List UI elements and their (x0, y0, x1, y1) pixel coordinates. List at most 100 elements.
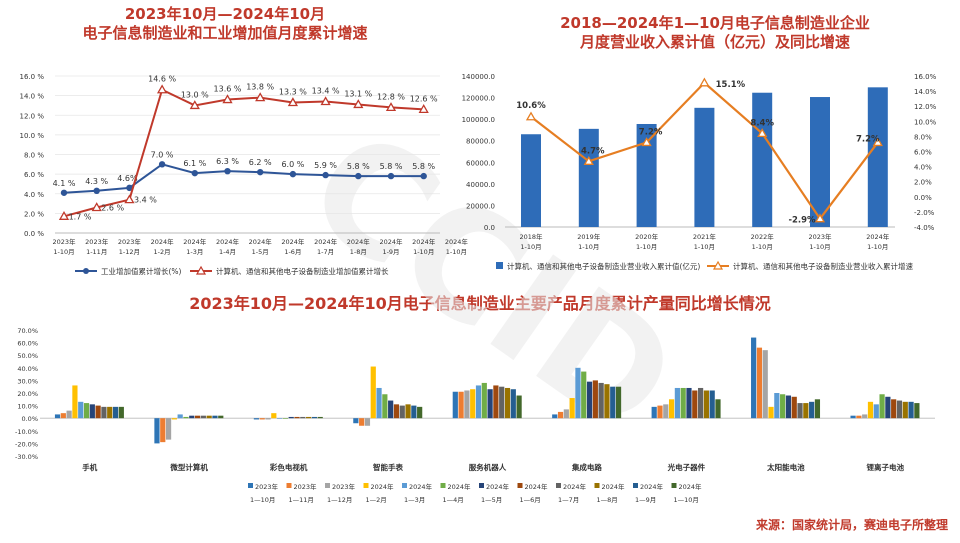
chart3-bar (803, 403, 809, 419)
chart3-legend-month: 1—3月 (404, 496, 425, 504)
chart3-category-label: 锂离子电池 (867, 462, 905, 472)
chart1-series-line-1 (63, 88, 424, 218)
chart1-point-blue (289, 170, 297, 178)
chart1-data-label: 13.0 % (181, 90, 209, 99)
chart2-right-tick: 16.0% (914, 73, 937, 81)
chart3-bar (581, 371, 587, 419)
chart3-bar (200, 415, 206, 419)
chart3-legend-swatch (440, 483, 446, 488)
chart1-point-blue (93, 187, 100, 195)
chart3-category-label: 微型计算机 (169, 462, 208, 472)
chart1-data-label: 7.0 % (151, 150, 174, 159)
chart2-growth-marker (814, 213, 826, 223)
chart3-bar (206, 415, 212, 419)
chart3-bar (277, 418, 283, 419)
chart2-data-label: 4.7% (581, 146, 605, 156)
chart2-data-label: 7.2% (639, 127, 663, 137)
chart3-bar (780, 394, 786, 419)
chart2-growth-marker (525, 111, 537, 121)
chart2-right-tick: 12.0% (914, 103, 937, 111)
chart1-x-tick-month: 1-10月 (446, 248, 467, 256)
chart2-right-tick: 4.0% (914, 164, 932, 172)
chart3-legend-swatch (325, 483, 330, 488)
chart1-x-tick-year: 2023年 (52, 237, 76, 246)
chart3-bar (282, 418, 289, 419)
chart3-category-label: 光电子器件 (667, 462, 706, 472)
chart3-bar (557, 411, 564, 419)
chart3-bar (615, 386, 622, 419)
chart3-legend-month: 1—9月 (635, 496, 656, 504)
chart3-bar (873, 404, 879, 419)
chart3-legend-swatch (479, 483, 484, 488)
chart3-bar (177, 414, 183, 419)
chart1-data-label: 5.8 % (380, 162, 403, 171)
chart3-bar (265, 418, 271, 420)
chart2-left-tick: 20000.0 (466, 202, 495, 210)
chart3-bar (563, 409, 569, 419)
chart3-legend-month: 1—5月 (481, 496, 502, 504)
chart1-x-tick-year: 2024年 (151, 237, 175, 246)
chart3-bar (680, 387, 686, 419)
chart1-legend-label: 计算机、通信和其他电子设备制造业增加值累计增长 (216, 266, 389, 276)
chart2-legend-label: 计算机、通信和其他电子设备制造业营业收入累计值(亿元) (507, 261, 700, 271)
chart3-category-label: 集成电路 (571, 462, 602, 472)
chart3-bar (552, 414, 558, 419)
chart1-y-tick: 16.0 % (20, 73, 45, 81)
chart2-left-tick: 60000.0 (466, 159, 495, 167)
chart3-bar (586, 381, 593, 419)
chart2-bar (752, 92, 773, 227)
chart1-point-red (189, 100, 200, 110)
chart1-x-tick-month: 1-8月 (350, 248, 367, 256)
chart2-x-tick-month: 1-10月 (578, 243, 599, 251)
chart3-bar (154, 418, 160, 444)
chart3-bar (785, 395, 792, 419)
chart2-bar (810, 97, 830, 228)
chart1-x-tick-year: 2024年 (314, 237, 338, 246)
chart2-right-tick: -4.0% (914, 224, 935, 232)
chart3-category-label: 服务机器人 (469, 462, 507, 472)
chart1-point-blue (322, 171, 329, 179)
chart3-legend-year: 2024年 (409, 482, 433, 491)
chart3-bar (107, 406, 113, 419)
chart2-x-tick-year: 2022年 (751, 232, 775, 241)
chart2-x-tick-year: 2024年 (866, 232, 890, 241)
chart2-x-tick-year: 2019年 (577, 232, 601, 241)
chart2-x-tick-month: 1-10月 (867, 243, 888, 251)
chart1-data-label: 13.6 % (214, 85, 242, 94)
chart3-bar (797, 403, 803, 419)
chart3-y-tick: 50.0% (17, 352, 38, 360)
chart1-x-tick-year: 2024年 (249, 237, 273, 246)
chart3-legend-month: 1—6月 (520, 496, 541, 504)
chart3-legend-swatch (594, 483, 600, 488)
chart3-y-tick: 20.0% (17, 390, 38, 398)
chart1-x-tick-month: 1-11月 (86, 248, 107, 256)
chart3-bar (751, 337, 757, 419)
chart3-legend-swatch (633, 483, 638, 488)
chart2-x-tick-month: 1-10月 (520, 243, 541, 251)
chart1-x-tick-month: 1-12月 (119, 248, 140, 256)
chart1-x-tick-year: 2024年 (445, 237, 469, 246)
chart1-data-label: 2.6 % (101, 203, 124, 212)
chart3-legend-swatch (363, 483, 369, 488)
chart1-data-label: 13.4 % (312, 87, 340, 96)
chart2-left-tick: 40000.0 (466, 181, 495, 189)
chart2-right-tick: 14.0% (914, 88, 937, 96)
chart1-title-line2: 电子信息制造业和工业增加值月度累计增速 (82, 24, 368, 42)
chart3-legend-swatch (248, 483, 253, 488)
chart1-data-label: 13.8 % (246, 83, 274, 92)
chart2-bar (521, 134, 541, 227)
chart3-bar (692, 390, 698, 419)
chart1-data-label: 1.7 % (69, 212, 92, 221)
chart1-point-blue (387, 172, 395, 180)
chart2-left-tick: 140000.0 (462, 73, 495, 81)
chart3-y-tick: 70.0% (17, 327, 38, 335)
chart3-bar (317, 416, 323, 419)
chart1-x-tick-year: 2024年 (183, 237, 207, 246)
chart3-bar (112, 406, 119, 419)
chart3-bar (862, 414, 868, 419)
chart3-bar (464, 390, 470, 419)
chart2-right-tick: -2.0% (914, 209, 935, 217)
chart1-data-label: 5.9 % (314, 161, 337, 170)
chart2-growth-marker (641, 137, 652, 147)
chart3-bar (253, 418, 260, 420)
